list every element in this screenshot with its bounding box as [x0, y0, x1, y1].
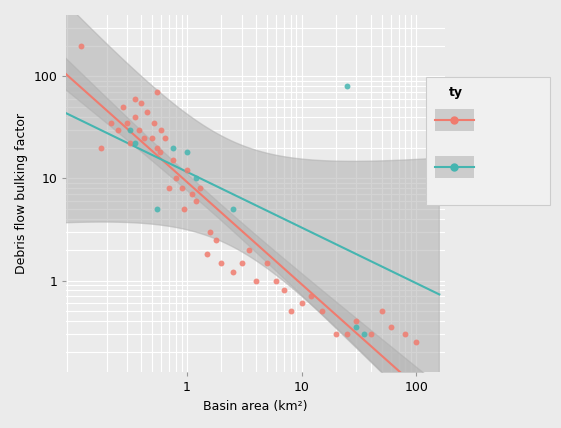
Point	[401, 330, 410, 337]
Point	[332, 330, 341, 337]
Point	[263, 259, 272, 266]
Point	[168, 144, 177, 151]
Point	[180, 206, 189, 213]
Point	[130, 95, 139, 102]
Point	[378, 308, 387, 315]
Point	[272, 277, 280, 284]
Point	[211, 236, 220, 243]
Point	[161, 134, 170, 141]
Point	[286, 308, 295, 315]
Point	[113, 126, 122, 133]
Point	[107, 119, 116, 126]
Point	[245, 247, 254, 253]
Point	[164, 185, 173, 192]
Point	[203, 251, 211, 258]
Y-axis label: Debris flow bulking factor: Debris flow bulking factor	[15, 113, 28, 274]
Point	[137, 99, 146, 106]
Point	[412, 339, 421, 345]
Point	[119, 104, 128, 110]
Point	[352, 324, 361, 330]
Point	[126, 126, 135, 133]
Point	[360, 330, 369, 337]
Point	[251, 277, 260, 284]
Point	[191, 198, 200, 205]
Point	[352, 318, 361, 324]
Point	[343, 330, 352, 337]
Point	[130, 140, 139, 147]
Point	[130, 113, 139, 120]
Point	[150, 119, 159, 126]
Point	[97, 144, 106, 151]
Point	[195, 185, 204, 192]
Point	[343, 83, 352, 89]
Point	[228, 206, 237, 213]
Point	[155, 149, 164, 156]
Point	[318, 308, 327, 315]
Point	[206, 229, 215, 235]
Point	[139, 134, 148, 141]
Point	[177, 185, 186, 192]
Point	[134, 126, 143, 133]
X-axis label: Basin area (km²): Basin area (km²)	[204, 400, 308, 413]
Text: ty: ty	[449, 86, 463, 98]
Point	[182, 167, 191, 174]
Point	[387, 324, 396, 330]
Point	[148, 134, 157, 141]
Point	[297, 300, 306, 306]
Point	[153, 144, 162, 151]
Point	[168, 157, 177, 164]
Point	[182, 149, 191, 156]
Point	[122, 119, 131, 126]
Point	[228, 269, 237, 276]
Point	[191, 175, 200, 182]
Point	[142, 108, 151, 115]
Point	[306, 293, 315, 300]
Point	[77, 42, 86, 49]
Point	[237, 259, 246, 266]
Point	[279, 287, 288, 294]
Point	[217, 259, 226, 266]
Point	[157, 126, 166, 133]
Point	[153, 206, 162, 213]
Point	[171, 175, 180, 182]
Point	[187, 191, 196, 198]
Point	[126, 140, 135, 147]
Point	[366, 330, 375, 337]
Point	[153, 89, 162, 95]
